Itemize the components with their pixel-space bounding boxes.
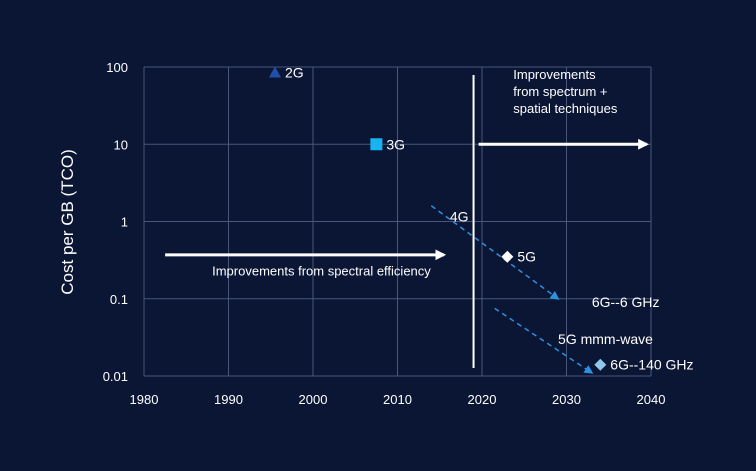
- point-marker-triangle: [268, 66, 281, 78]
- annotation-line: Improvements: [513, 67, 596, 82]
- point-marker-diamond: [594, 358, 607, 371]
- x-tick-label: 2000: [299, 392, 328, 407]
- annotation-line: from spectrum +: [513, 84, 607, 99]
- y-tick-label: 10: [114, 137, 128, 152]
- annotation-line: spatial techniques: [513, 101, 618, 116]
- annotation-text: Improvements from spectrum + spatial techn…: [513, 67, 618, 116]
- y-tick-label: 0.1: [110, 292, 128, 307]
- point-marker-square: [370, 138, 383, 151]
- trend-arrow: [494, 307, 594, 374]
- point-label: 6G--140 GHz: [610, 357, 693, 373]
- x-tick-label: 2040: [637, 392, 666, 407]
- point-label: 5G: [517, 249, 536, 265]
- y-tick-label: 100: [106, 60, 128, 75]
- point-label: 3G: [386, 136, 405, 152]
- point-label: 2G: [285, 64, 304, 80]
- x-tick-label: 2020: [468, 392, 497, 407]
- x-tick-label: 1990: [214, 392, 243, 407]
- chart-marks: Improvements from spectral efficiency Imp…: [165, 64, 694, 374]
- annotation-text: Improvements from spectral efficiency: [212, 263, 431, 278]
- series-label: 4G: [450, 209, 469, 225]
- x-tick-label: 1980: [130, 392, 159, 407]
- y-axis-label: Cost per GB (TCO): [58, 149, 77, 294]
- series-label: 6G--6 GHz: [592, 294, 660, 310]
- axis-ticks: 1980 1990 2000 2010 2020 2030 2040 100 10 1 0.1 0.0…: [103, 60, 666, 407]
- series-label: 5G mmm-wave: [558, 331, 653, 347]
- annotation-line: Improvements from spectral efficiency: [212, 263, 431, 278]
- y-tick-label: 0.01: [103, 369, 128, 384]
- x-tick-label: 2010: [383, 392, 412, 407]
- y-tick-label: 1: [121, 215, 128, 230]
- x-tick-label: 2030: [552, 392, 581, 407]
- point-marker-diamond: [501, 250, 514, 263]
